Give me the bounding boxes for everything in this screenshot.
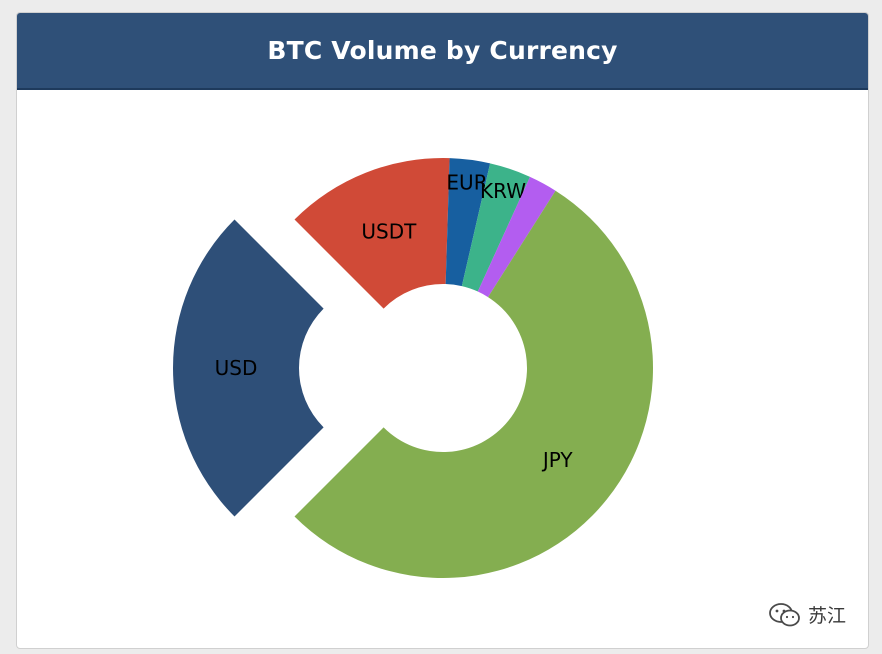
watermark: 苏江 <box>768 601 846 628</box>
slice-usdt <box>294 158 450 309</box>
slice-label-krw: KRW <box>480 179 526 203</box>
slice-label-usdt: USDT <box>361 219 417 243</box>
slice-label-eur: EUR <box>446 171 487 195</box>
slice-usd <box>172 219 324 517</box>
slice-label-jpy: JPY <box>541 448 574 472</box>
slice-eur <box>445 158 491 287</box>
slice-jpy <box>294 190 653 578</box>
slice-label-usd: USD <box>215 356 258 380</box>
header-divider <box>17 88 868 90</box>
watermark-text: 苏江 <box>808 605 847 627</box>
panel-header: BTC Volume by Currency <box>17 13 868 88</box>
wechat-icon <box>769 602 800 626</box>
slice-krw <box>461 163 531 292</box>
chart-title: BTC Volume by Currency <box>267 36 618 65</box>
slice-unlabeled-4 <box>477 176 556 298</box>
